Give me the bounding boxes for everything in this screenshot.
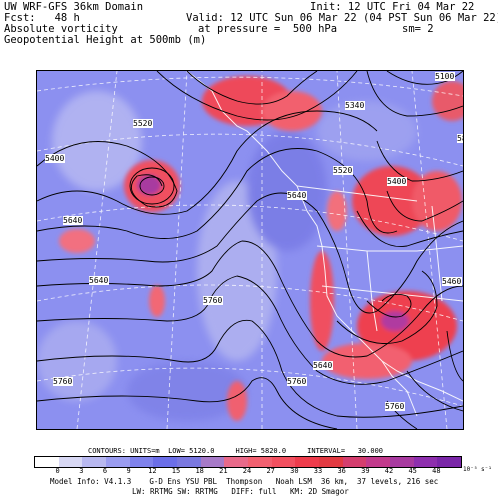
colorbar-tick-label: 18 xyxy=(195,467,204,475)
field-name-height: Geopotential Height at 500mb (m) xyxy=(4,34,207,46)
colorbar-tick-label: 39 xyxy=(361,467,370,475)
contour-label: 5640 xyxy=(313,361,332,370)
colorbar-tick-label: 33 xyxy=(313,467,323,475)
contour-labels: 5100 5520 5400 5820 5340 5520 5400 5640 … xyxy=(45,72,463,411)
colorbar-swatch xyxy=(248,457,272,467)
valid-time: Valid: 12 UTC Sun 06 Mar 22 (04 PST Sun … xyxy=(186,12,498,24)
colorbar-swatch xyxy=(129,457,154,467)
init-time: Init: 12 UTC Fri 04 Mar 22 xyxy=(310,1,475,13)
colorbar-tick-label: 6 xyxy=(102,467,108,475)
colorbar-swatch xyxy=(319,457,343,467)
contour-label: 5400 xyxy=(387,177,406,186)
model-info: Model Info: V4.1.3 G-D Ens YSU PBL Thomp… xyxy=(50,477,439,486)
colorbar-swatch xyxy=(342,457,367,467)
colorbar-tick-label: 12 xyxy=(148,467,157,475)
colorbar-swatch xyxy=(295,457,320,467)
colorbar-tick-label: 21 xyxy=(219,467,228,475)
contour-info: CONTOURS: UNITS=m LOW= 5120.0 HIGH= 5820… xyxy=(88,447,384,455)
smoothing: sm= 2 xyxy=(402,23,434,35)
colorbar xyxy=(34,456,462,468)
colorbar-tick-label: 42 xyxy=(384,467,394,475)
contour-label: 5640 xyxy=(287,191,306,200)
physics-info: LW: RRTMG SW: RRTMG DIFF: full KM: 2D Sm… xyxy=(132,487,349,496)
colorbar-swatch xyxy=(106,457,130,467)
contour-label: 5760 xyxy=(287,377,306,386)
contour-label: 5760 xyxy=(53,377,72,386)
colorbar-tick-label: 24 xyxy=(242,467,252,475)
colorbar-tick-label: 27 xyxy=(266,467,275,475)
colorbar-swatch xyxy=(35,457,59,467)
forecast-hour: Fcst: 48 h xyxy=(4,12,80,24)
field-name-vorticity: Absolute vorticity xyxy=(4,23,118,35)
contour-label: 5820 xyxy=(457,134,463,143)
contour-label: 5760 xyxy=(385,402,404,411)
contour-label: 5460 xyxy=(442,277,461,286)
colorbar-swatch xyxy=(390,457,414,467)
colorbar-tick-label: 45 xyxy=(408,467,417,475)
colorbar-ticks: 0 3 6 9 12 15 18 21 24 27 30 33 36 39 42 45 48 xyxy=(34,467,460,476)
colorbar-tick-label: 0 xyxy=(55,467,60,475)
map-panel: 5100 5520 5400 5820 5340 5520 5400 5640 … xyxy=(36,70,464,430)
contour-label: 5520 xyxy=(333,166,352,175)
contour-label: 5520 xyxy=(133,119,152,128)
colorbar-tick-label: 48 xyxy=(432,467,441,475)
colorbar-swatch xyxy=(200,457,225,467)
colorbar-swatch xyxy=(82,457,107,467)
model-title: UW WRF-GFS 36km Domain xyxy=(4,1,144,13)
pressure-level: at pressure = 500 hPa xyxy=(198,23,338,35)
contour-label: 5400 xyxy=(45,154,64,163)
colorbar-tick-label: 3 xyxy=(79,467,84,475)
colorbar-swatch xyxy=(413,457,438,467)
colorbar-tick-label: 15 xyxy=(171,467,181,475)
colorbar-swatch xyxy=(366,457,391,467)
contour-label: 5760 xyxy=(203,296,222,305)
colorbar-swatch xyxy=(437,457,462,467)
vorticity-map: 5100 5520 5400 5820 5340 5520 5400 5640 … xyxy=(37,71,463,429)
colorbar-tick-label: 36 xyxy=(337,467,346,475)
contour-label: 5340 xyxy=(345,101,364,110)
contour-label: 5100 xyxy=(435,72,454,81)
colorbar-swatch xyxy=(271,457,296,467)
colorbar-swatch xyxy=(153,457,178,467)
contour-label: 5640 xyxy=(63,216,82,225)
colorbar-swatch xyxy=(58,457,83,467)
colorbar-swatch xyxy=(177,457,201,467)
colorbar-tick-label: 30 xyxy=(290,467,299,475)
colorbar-swatch xyxy=(224,457,249,467)
colorbar-units: 10⁻⁵ s⁻¹ xyxy=(463,466,492,473)
colorbar-tick-label: 9 xyxy=(126,467,131,475)
contour-label: 5640 xyxy=(89,276,108,285)
